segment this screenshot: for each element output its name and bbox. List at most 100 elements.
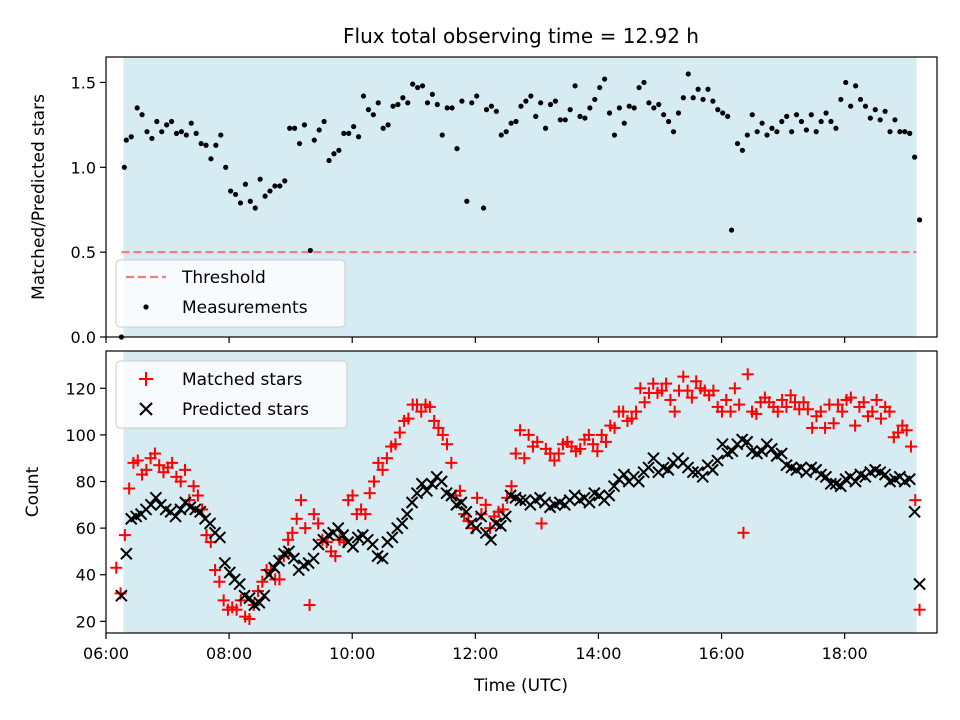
measurement-point [336, 147, 342, 153]
bottom-x-axis-ticks: 06:00 08:00 10:00 12:00 14:00 16:00 18:00 [83, 633, 868, 663]
matched-star-point [140, 463, 153, 476]
predicted-star-point [706, 463, 719, 477]
matched-star-point [801, 403, 814, 416]
matched-star-point [303, 599, 316, 612]
measurement-point [287, 125, 293, 131]
matched-star-point [432, 421, 445, 434]
measurement-point [493, 108, 499, 114]
measurement-point [597, 84, 603, 91]
measurement-point [415, 84, 421, 91]
measurement-point [818, 118, 824, 125]
measurement-point [316, 127, 322, 133]
predicted-star-point [366, 538, 379, 551]
measurement-point [355, 134, 362, 140]
measurement-point [128, 134, 134, 140]
measurement-point [867, 115, 873, 121]
matched-star-point [441, 438, 454, 451]
predicted-star-point [514, 493, 527, 507]
measurement-point [557, 117, 563, 123]
predicted-star-point [602, 489, 616, 502]
measurement-point [528, 93, 534, 99]
measurement-point [700, 96, 706, 103]
matched-star-point [638, 396, 651, 409]
matched-star-point [771, 405, 784, 418]
threshold-legend-label: Threshold [181, 268, 266, 288]
matched-star-point [118, 529, 131, 542]
measurement-point [434, 101, 440, 108]
measurement-point [611, 132, 618, 138]
measurement-point [907, 130, 913, 136]
matched-star-point [866, 405, 879, 418]
predicted-star-point [617, 468, 631, 481]
measurement-point [533, 113, 539, 119]
measurement-point [902, 129, 908, 135]
matched-star-point [548, 454, 561, 467]
measurement-point [282, 178, 288, 184]
measurement-point [562, 117, 568, 123]
matched-star-point [617, 405, 630, 418]
measurement-point [764, 132, 770, 138]
matched-star-point [909, 494, 922, 507]
measurement-point [480, 205, 487, 211]
matched-star-point [707, 384, 720, 397]
y-tick-label: 0.5 [71, 243, 96, 262]
matched-star-point [183, 494, 196, 507]
predicted-star-point [415, 477, 429, 491]
matched-star-point [131, 454, 144, 467]
measurement-point [444, 105, 450, 111]
matched-star-point [797, 396, 810, 409]
predicted-star-point [583, 496, 596, 509]
measurement-point [769, 125, 775, 131]
matched-star-point [630, 405, 643, 418]
predicted-star-point [455, 496, 468, 509]
measurement-point [188, 120, 194, 126]
measurement-point [198, 140, 204, 147]
measurement-point [296, 140, 303, 147]
matched-star-point [299, 522, 312, 535]
measurement-point [754, 129, 760, 135]
measurement-point [887, 129, 893, 135]
bottom-legend: Matched stars Predicted stars [115, 360, 348, 429]
x-tick-label: 08:00 [206, 644, 252, 663]
matched-star-point [913, 603, 926, 616]
measurement-point [144, 129, 150, 135]
measurement-point [449, 105, 455, 111]
predicted-star-point [647, 451, 660, 465]
x-tick-label: 06:00 [83, 644, 129, 663]
measurement-point [572, 83, 578, 89]
measurement-point [725, 113, 731, 119]
matched-star-point [733, 398, 746, 411]
measurements-legend-label: Measurements [182, 298, 308, 318]
measurement-point [552, 98, 559, 104]
measurement-point [178, 129, 185, 135]
measurement-point [793, 112, 800, 118]
matched-star-point [724, 405, 737, 418]
matched-star-point [286, 526, 299, 539]
matched-star-point [166, 456, 179, 469]
predicted-stars-legend-label: Predicted stars [182, 400, 309, 420]
measurement-point [173, 130, 180, 136]
measurement-point [385, 122, 391, 128]
measurement-point [646, 100, 652, 106]
measurements-series [118, 71, 923, 340]
measurement-point [626, 103, 632, 109]
matched-star-point [294, 494, 307, 507]
measurement-point [774, 129, 780, 135]
predicted-star-point [287, 552, 301, 565]
matched-star-point [720, 393, 733, 406]
bottom-y-axis-ticks: 20 40 60 80 100 120 [65, 379, 106, 631]
matched-star-point [741, 368, 754, 381]
predicted-stars-legend-swatch [139, 402, 153, 416]
matched-star-point [595, 428, 608, 441]
measurement-point [272, 183, 278, 189]
measurement-point [779, 118, 785, 125]
measurement-point [538, 100, 544, 106]
measurement-point [341, 130, 347, 136]
matched-star-point [209, 564, 222, 577]
matched-star-point [191, 489, 204, 502]
measurement-point [828, 118, 834, 125]
matched-star-point [153, 459, 166, 472]
bottom-legend-box [115, 360, 348, 429]
y-tick-label: 40 [76, 566, 96, 585]
measurement-point [326, 157, 332, 164]
